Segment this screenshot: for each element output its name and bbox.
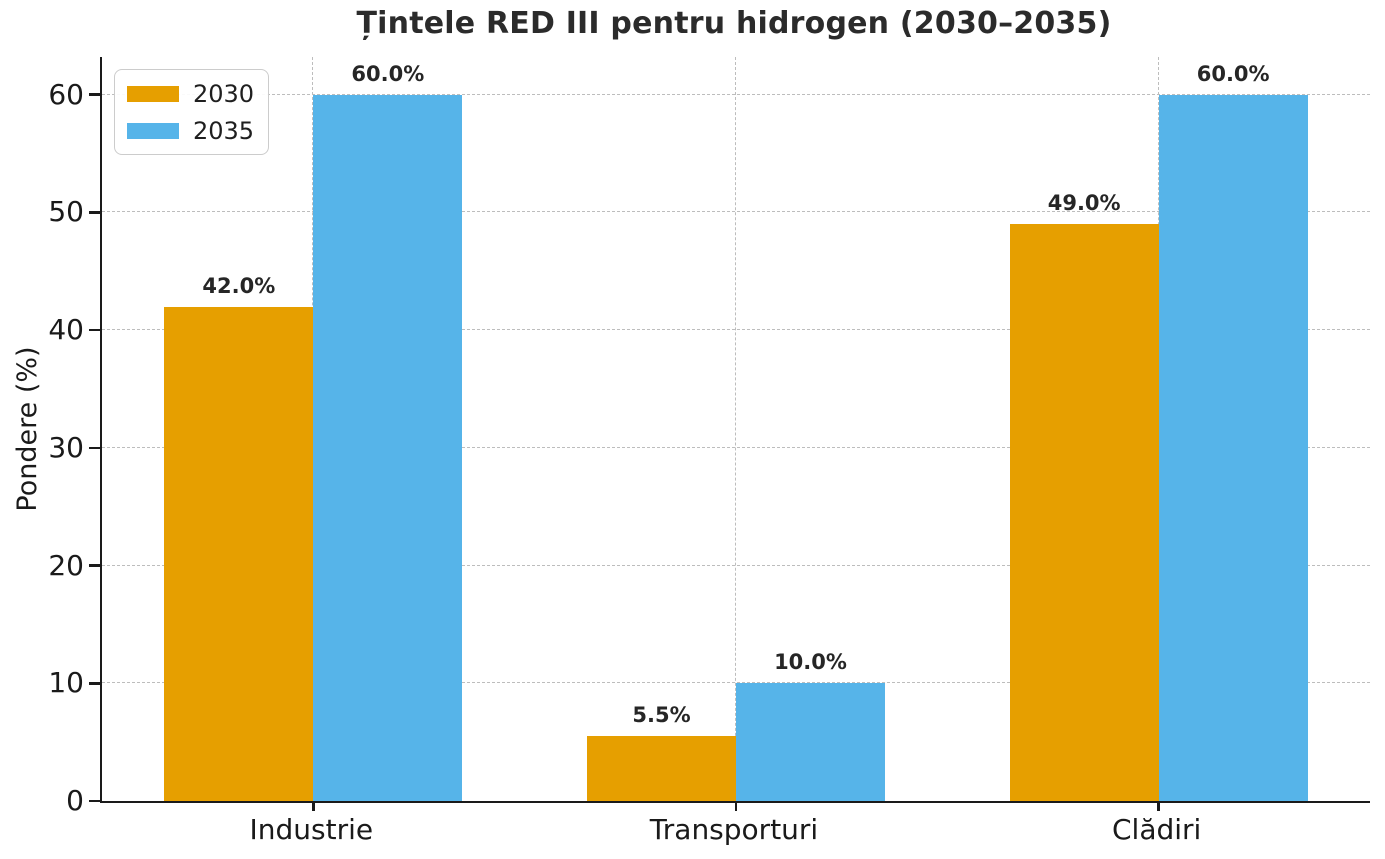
y-tick-mark-10: [89, 681, 102, 685]
bar-cladiri-2035: [1158, 94, 1308, 801]
y-tick-label-50: 50: [48, 195, 84, 229]
y-tick-mark-30: [89, 446, 102, 450]
legend-row-2035: 2035: [127, 112, 254, 149]
bar-value-label-industrie-2030: 42.0%: [202, 273, 276, 298]
y-tick-mark-60: [89, 93, 102, 96]
legend-label-2030: 2030: [193, 79, 255, 108]
gridline-horizontal-20: [102, 564, 1370, 566]
legend: 2030 2035: [114, 69, 270, 155]
y-tick-label-10: 10: [48, 666, 84, 700]
bar-value-label-transporturi-2030: 5.5%: [632, 703, 691, 728]
gridline-vertical-transporturi: [735, 57, 736, 801]
x-tick-mark-industrie: [312, 801, 315, 811]
x-tick-label-industrie: Industrie: [249, 813, 374, 846]
legend-label-2035: 2035: [193, 116, 255, 145]
y-tick-label-30: 30: [48, 430, 84, 464]
bar-transporturi-2030: [587, 736, 736, 801]
y-tick-mark-50: [89, 211, 102, 214]
x-tick-mark-cladiri: [1157, 801, 1160, 811]
x-tick-label-transporturi: Transporturi: [649, 813, 819, 846]
x-tick-label-cladiri: Clădiri: [1111, 813, 1202, 846]
y-tick-label-0: 0: [66, 784, 84, 817]
gridline-horizontal-50: [102, 211, 1370, 213]
bar-value-label-cladiri-2035: 60.0%: [1196, 61, 1270, 86]
bar-value-label-cladiri-2030: 49.0%: [1047, 191, 1121, 216]
bar-value-label-transporturi-2035: 10.0%: [774, 650, 847, 675]
gridline-horizontal-60: [102, 93, 1370, 95]
y-tick-label-20: 20: [48, 548, 84, 582]
plot-area: 42.0% 5.5% 49.0% 60.0% 10.0% 60.0%: [89, 57, 1370, 811]
legend-row-2030: 2030: [127, 75, 254, 112]
bar-value-label-industrie-2035: 60.0%: [351, 61, 425, 86]
x-tick-mark-transporturi: [734, 801, 738, 811]
gridline-horizontal-30: [102, 446, 1370, 448]
gridline-horizontal-10: [102, 682, 1370, 684]
bar-industrie-2035: [313, 94, 463, 801]
bar-cladiri-2030: [1009, 224, 1159, 801]
y-tick-mark-40: [89, 328, 102, 332]
gridline-horizontal-40: [102, 329, 1370, 331]
y-tick-label-40: 40: [48, 313, 84, 347]
y-tick-label-60: 60: [48, 77, 84, 111]
bar-transporturi-2035: [736, 683, 885, 801]
legend-swatch-2035: [127, 122, 179, 139]
chart-title: Țintele RED III pentru hidrogen (2030–20…: [356, 6, 1112, 41]
y-tick-mark-0: [89, 799, 102, 803]
y-tick-mark-20: [89, 564, 102, 567]
bar-industrie-2030: [164, 306, 314, 801]
legend-swatch-2030: [127, 85, 179, 102]
